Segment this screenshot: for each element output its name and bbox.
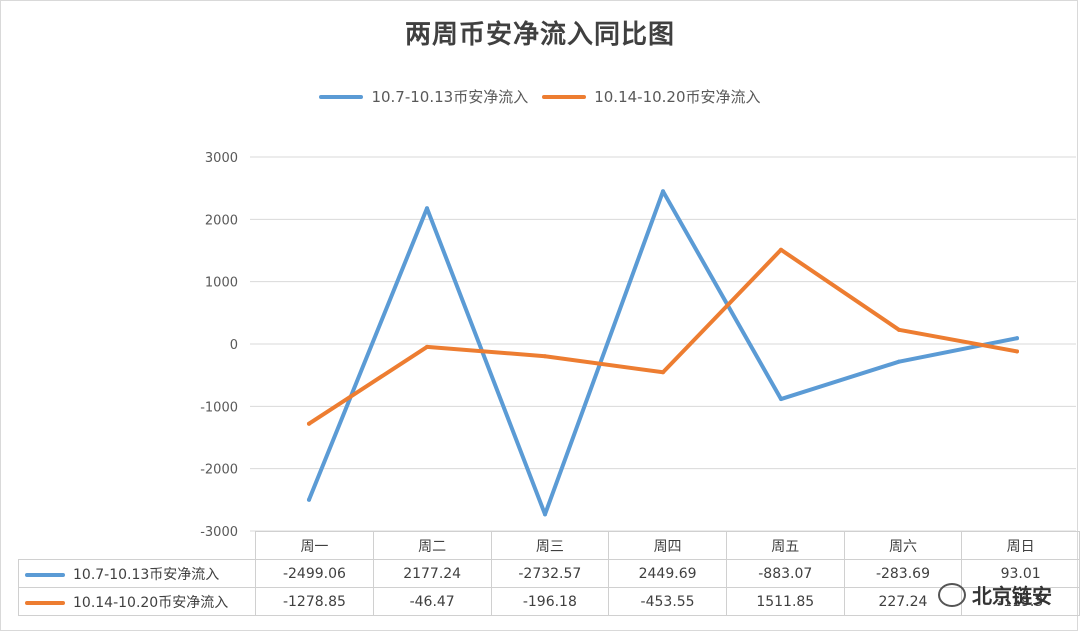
data-point (779, 247, 783, 252)
table-header-cell: 周三 (490, 531, 610, 560)
table-cell: -883.07 (725, 559, 845, 588)
data-point (1015, 349, 1019, 354)
table-key-series2 (25, 600, 65, 605)
table-cell: -46.47 (372, 587, 492, 616)
watermark: 北京链安 (938, 580, 1052, 609)
data-point (543, 354, 547, 359)
table-cell: -2499.06 (255, 559, 374, 588)
table-row-series2: 10.14-10.20币安净流入 -1278.85 -46.47 -196.18… (17, 587, 1080, 616)
table-cell: 93.01 (961, 559, 1080, 588)
table-cell: 2177.24 (372, 559, 492, 588)
table-cell: -283.69 (843, 559, 963, 588)
table-header-cell: 周日 (961, 531, 1080, 560)
table-header-cell: 周一 (255, 531, 374, 560)
table-cell: 2449.69 (608, 559, 727, 588)
table-row-label: 10.14-10.20币安净流入 (73, 594, 229, 611)
table-corner (18, 531, 257, 560)
legend: 10.7-10.13币安净流入 10.14-10.20币安净流入 (0, 86, 1080, 107)
table-row-head-series2: 10.14-10.20币安净流入 (17, 587, 257, 616)
data-point (661, 370, 665, 375)
wechat-icon (938, 582, 966, 607)
y-tick-label: 1000 (205, 276, 238, 291)
data-point (543, 512, 547, 517)
data-point (307, 421, 311, 426)
table-header-cell: 周五 (725, 531, 845, 560)
legend-swatch-series1 (319, 94, 364, 99)
data-point (897, 359, 901, 364)
series-line-2 (307, 247, 1019, 426)
y-tick-label: -1000 (200, 400, 238, 415)
data-point (897, 327, 901, 332)
data-point (425, 344, 429, 349)
legend-item-series2: 10.14-10.20币安净流入 (542, 86, 761, 107)
data-point (307, 497, 311, 502)
table-header-cell: 周二 (372, 531, 492, 560)
data-point (425, 206, 429, 211)
table-cell: -196.18 (490, 587, 610, 616)
table-header-row: 周一 周二 周三 周四 周五 周六 周日 (18, 531, 1080, 560)
table-row-series1: 10.7-10.13币安净流入 -2499.06 2177.24 -2732.5… (17, 559, 1080, 588)
data-point (661, 189, 665, 194)
data-table: 周一 周二 周三 周四 周五 周六 周日 10.7-10.13币安净流入 -24… (17, 531, 1080, 616)
legend-label-series2: 10.14-10.20币安净流入 (594, 88, 761, 106)
watermark-text: 北京链安 (972, 584, 1052, 608)
table-cell: -453.55 (608, 587, 727, 616)
y-tick-label: 3000 (205, 151, 238, 166)
table-header-cell: 周六 (843, 531, 963, 560)
legend-label-series1: 10.7-10.13币安净流入 (371, 88, 529, 106)
y-tick-label: 0 (230, 338, 238, 353)
table-cell: 1511.85 (725, 587, 845, 616)
table-cell: -1278.85 (255, 587, 374, 616)
legend-swatch-series2 (542, 94, 587, 99)
y-tick-label: 2000 (205, 213, 238, 228)
table-row-head-series1: 10.7-10.13币安净流入 (17, 559, 257, 588)
table-cell: -2732.57 (490, 559, 610, 588)
chart-title: 两周币安净流入同比图 (404, 20, 675, 50)
table-header-cell: 周四 (608, 531, 727, 560)
table-row-label: 10.7-10.13币安净流入 (73, 566, 220, 583)
y-tick-label: -2000 (200, 463, 238, 478)
table-key-series1 (25, 572, 65, 577)
legend-item-series1: 10.7-10.13币安净流入 (319, 86, 528, 107)
data-point (1015, 336, 1019, 341)
data-point (779, 397, 783, 402)
